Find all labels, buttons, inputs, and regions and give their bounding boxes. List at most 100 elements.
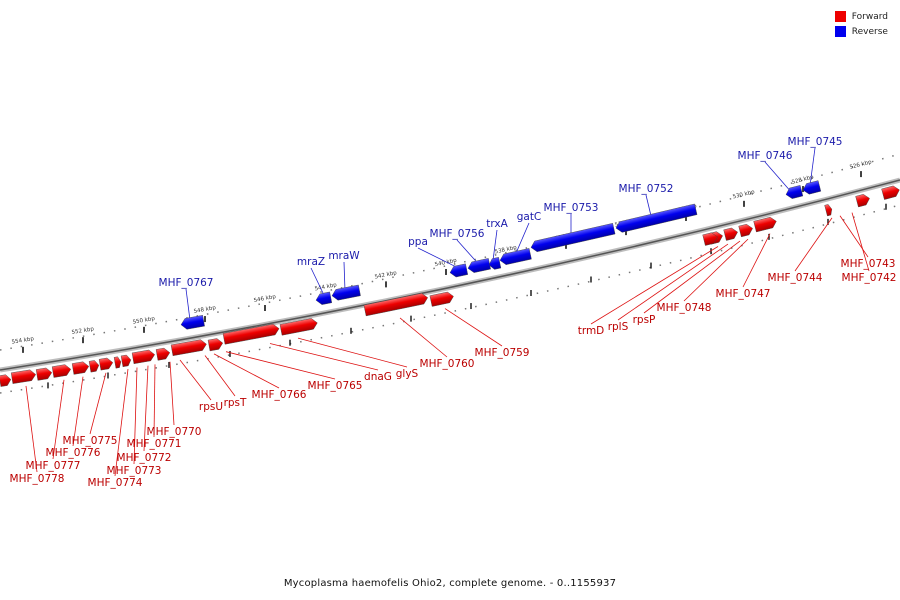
feature-trmd[interactable] [702, 232, 719, 246]
feature-callout-line [169, 361, 175, 426]
feature-mhf-0771[interactable] [113, 356, 122, 369]
gene-label-mhf-0753: MHF_0753 [544, 202, 599, 214]
feature-callout-line [444, 308, 503, 347]
feature-ppa[interactable] [449, 263, 469, 278]
gene-label-mhf-0766: MHF_0766 [252, 389, 307, 401]
feature-mhf-0748[interactable] [738, 223, 754, 238]
feature-dnag[interactable] [222, 323, 280, 345]
feature-callout-line [133, 367, 138, 465]
scale-tick-label: 550 kbp [132, 316, 156, 326]
gene-label-trmd: trmD [578, 325, 605, 337]
feature-callout-line [809, 147, 816, 186]
feature-rpsu[interactable] [131, 349, 156, 364]
feature-mhf-0753[interactable] [530, 223, 616, 253]
feature-mhf-0743[interactable] [855, 193, 871, 208]
gene-label-mhf-0744: MHF_0744 [768, 272, 823, 284]
feature-callout-line [617, 243, 729, 321]
feature-callout-line [310, 267, 325, 296]
feature-callout-line [399, 317, 448, 358]
feature-mhf-0767[interactable] [180, 315, 205, 330]
feature-rpst[interactable] [155, 347, 171, 361]
feature-mhf-0752[interactable] [615, 203, 698, 234]
feature-callout-line [514, 222, 530, 256]
gene-label-mhf-0773: MHF_0773 [107, 465, 162, 477]
legend-forward: Forward [834, 9, 888, 24]
gene-label-mhf-0760: MHF_0760 [420, 358, 475, 370]
gene-label-ppa: ppa [408, 236, 428, 248]
scale-tick-label: 542 kbp [374, 270, 398, 280]
gene-label-mhf-0765: MHF_0765 [308, 380, 363, 392]
feature-mhf-0765[interactable] [207, 338, 224, 352]
feature-callout-line [839, 215, 869, 258]
feature-mhf-0774[interactable] [71, 361, 90, 375]
feature-callout-line [343, 261, 346, 291]
scale-tick-label: 544 kbp [314, 282, 338, 292]
legend-reverse: Reverse [834, 24, 888, 39]
feature-mhf-0772[interactable] [98, 357, 114, 371]
feature-callout-line [185, 288, 191, 321]
feature-mhf-0745[interactable] [802, 180, 822, 196]
feature-callout-line [143, 365, 149, 452]
feature-mhf-0760[interactable] [363, 292, 429, 317]
feature-mraw[interactable] [331, 284, 361, 301]
feature-mraz[interactable] [315, 291, 333, 306]
feature-callout-line [204, 355, 236, 397]
feature-callout-line [297, 337, 408, 368]
legend: Forward Reverse [834, 9, 888, 39]
feature-mhf-0759[interactable] [429, 291, 455, 307]
gene-label-trxa: trxA [486, 218, 508, 230]
feature-callout-line [269, 343, 379, 371]
feature-glys[interactable] [279, 317, 318, 336]
gene-label-mhf-0774: MHF_0774 [88, 477, 143, 489]
legend-forward-label: Forward [851, 11, 888, 22]
feature-callout-line [213, 353, 280, 389]
feature-callout-line [114, 369, 129, 477]
feature-mhf-0776[interactable] [35, 367, 53, 381]
scale-tick-label: 552 kbp [71, 326, 95, 336]
gene-label-rpls: rplS [608, 321, 629, 333]
gene-label-glys: glyS [396, 368, 419, 380]
reverse-swatch [834, 26, 846, 37]
gene-label-mhf-0746: MHF_0746 [738, 150, 793, 162]
gene-label-mhf-0775: MHF_0775 [63, 435, 118, 447]
gene-label-mraw: mraW [328, 250, 360, 262]
feature-mhf-0747[interactable] [753, 216, 778, 233]
feature-callout-line [225, 351, 336, 380]
feature-callout-line [742, 233, 771, 288]
feature-mhf-0766[interactable] [170, 339, 207, 356]
gene-label-mhf-0778: MHF_0778 [10, 473, 65, 485]
feature-mhf-0777[interactable] [10, 369, 36, 384]
gene-label-dnag: dnaG [364, 371, 392, 383]
feature-callout-line [52, 379, 65, 460]
genome-backbone [0, 177, 900, 373]
scale-tick-label: 526 kbp [849, 159, 873, 171]
feature-mhf-0746[interactable] [785, 185, 804, 200]
gene-label-mhf-0772: MHF_0772 [117, 452, 172, 464]
gene-label-mhf-0756: MHF_0756 [430, 228, 485, 240]
genome-caption: Mycoplasma haemofelis Ohio2, complete ge… [283, 578, 617, 589]
feature-callout-line [764, 161, 791, 191]
gene-label-mraz: mraZ [297, 256, 325, 268]
feature-callout-line [89, 372, 107, 435]
feature-mhf-0742[interactable] [881, 185, 900, 200]
feature-mhf-0778[interactable] [0, 374, 12, 387]
feature-mhf-0744[interactable] [824, 204, 834, 217]
feature-mhf-0770[interactable] [120, 354, 132, 367]
feature-mhf-0775[interactable] [51, 364, 72, 378]
feature-rpsp[interactable] [723, 227, 739, 241]
feature-gatc[interactable] [499, 248, 532, 265]
gene-label-mhf-0745: MHF_0745 [788, 136, 843, 148]
genome-backbone-line [0, 179, 900, 371]
gene-label-mhf-0776: MHF_0776 [46, 447, 101, 459]
feature-mhf-0756[interactable] [467, 258, 491, 273]
feature-callout-line [794, 217, 833, 272]
feature-callout-line [153, 364, 156, 438]
feature-callout-line [179, 359, 212, 401]
feature-callout-line [456, 239, 479, 264]
feature-mhf-0773[interactable] [88, 360, 100, 373]
feature-callout-line [643, 240, 741, 314]
feature-callout-line [683, 238, 749, 302]
feature-callout-line [492, 229, 498, 261]
feature-callout-line [417, 247, 459, 269]
